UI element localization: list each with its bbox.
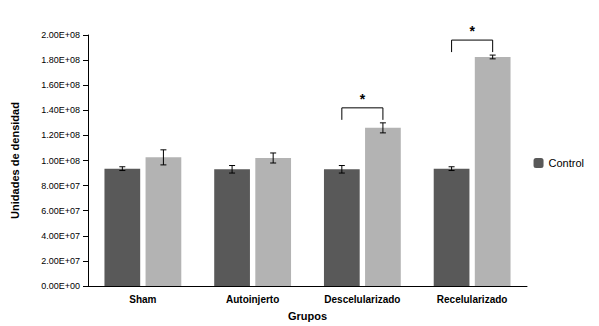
svg-text:2.00E+07: 2.00E+07 xyxy=(41,256,80,266)
svg-text:1.80E+08: 1.80E+08 xyxy=(41,55,80,65)
svg-text:Grupos: Grupos xyxy=(288,310,327,322)
svg-text:8.00E+07: 8.00E+07 xyxy=(41,181,80,191)
svg-text:6.00E+07: 6.00E+07 xyxy=(41,206,80,216)
svg-text:0.00E+00: 0.00E+00 xyxy=(41,281,80,291)
svg-text:Control: Control xyxy=(549,157,584,169)
svg-text:*: * xyxy=(360,91,366,107)
svg-text:1.40E+08: 1.40E+08 xyxy=(41,105,80,115)
svg-text:*: * xyxy=(469,23,475,39)
svg-text:2.00E+08: 2.00E+08 xyxy=(41,30,80,40)
svg-text:Autoinjerto: Autoinjerto xyxy=(226,294,279,305)
svg-text:Recelularizado: Recelularizado xyxy=(437,294,508,305)
svg-text:1.60E+08: 1.60E+08 xyxy=(41,80,80,90)
svg-text:1.00E+08: 1.00E+08 xyxy=(41,156,80,166)
svg-text:Sham: Sham xyxy=(129,294,156,305)
svg-text:1.20E+08: 1.20E+08 xyxy=(41,130,80,140)
svg-text:Unidades de densidad: Unidades de densidad xyxy=(9,102,21,219)
svg-text:4.00E+07: 4.00E+07 xyxy=(41,231,80,241)
svg-text:Descelularizado: Descelularizado xyxy=(324,294,400,305)
